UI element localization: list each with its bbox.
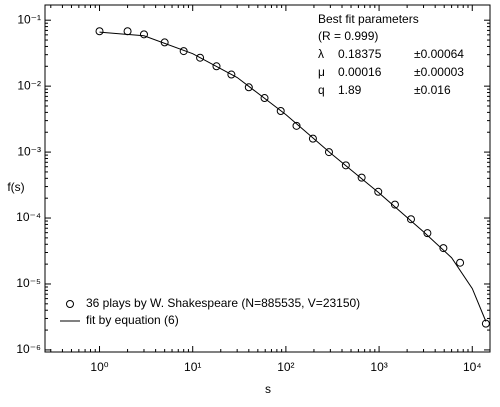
data-point — [456, 258, 465, 267]
annotation-title: Best fit parameters — [318, 12, 419, 26]
y-tick-label: 10⁻¹ — [17, 12, 41, 26]
data-point — [276, 106, 285, 115]
data-point — [390, 200, 399, 209]
param-value: 1.89 — [338, 83, 362, 97]
x-tick-label: 10⁴ — [463, 360, 482, 374]
data-point — [260, 94, 269, 103]
data-point — [341, 161, 350, 170]
data-point — [357, 173, 366, 182]
legend-label: 36 plays by W. Shakespeare (N=885535, V=… — [86, 296, 360, 310]
data-point — [227, 70, 236, 79]
data-point — [95, 27, 104, 36]
data-point — [179, 47, 188, 56]
data-point — [374, 187, 383, 196]
y-tick-label: 10⁻⁴ — [16, 210, 41, 224]
x-tick-label: 10² — [277, 360, 294, 374]
y-tick-label: 10⁻² — [17, 78, 41, 92]
y-tick-label: 10⁻⁵ — [16, 276, 41, 290]
y-axis-label: f(s) — [7, 180, 24, 194]
param-error: ±0.00003 — [414, 65, 464, 79]
legend-marker — [66, 300, 74, 308]
param-value: 0.18375 — [338, 47, 382, 61]
param-error: ±0.00064 — [414, 47, 464, 61]
data-point — [406, 215, 415, 224]
param-value: 0.00016 — [338, 65, 382, 79]
y-tick-label: 10⁻³ — [17, 144, 41, 158]
data-point — [308, 134, 317, 143]
data-point — [244, 83, 253, 92]
data-point — [423, 229, 432, 238]
x-tick-label: 10¹ — [184, 360, 201, 374]
param-error: ±0.016 — [414, 83, 451, 97]
x-tick-label: 10³ — [370, 360, 387, 374]
fit-line — [99, 31, 487, 322]
data-point — [196, 53, 205, 62]
param-symbol: λ — [318, 47, 324, 61]
annotation-r: (R = 0.999) — [318, 29, 378, 43]
param-symbol: μ — [318, 65, 325, 79]
data-point — [123, 27, 132, 36]
x-tick-label: 10⁰ — [90, 360, 108, 374]
legend-label: fit by equation (6) — [86, 313, 179, 327]
data-point — [139, 30, 148, 39]
data-point — [292, 121, 301, 130]
x-axis-label: s — [265, 382, 271, 396]
param-symbol: q — [318, 83, 325, 97]
data-point — [439, 244, 448, 253]
data-point — [324, 148, 333, 157]
data-point — [212, 62, 221, 71]
y-tick-label: 10⁻⁶ — [16, 342, 41, 356]
